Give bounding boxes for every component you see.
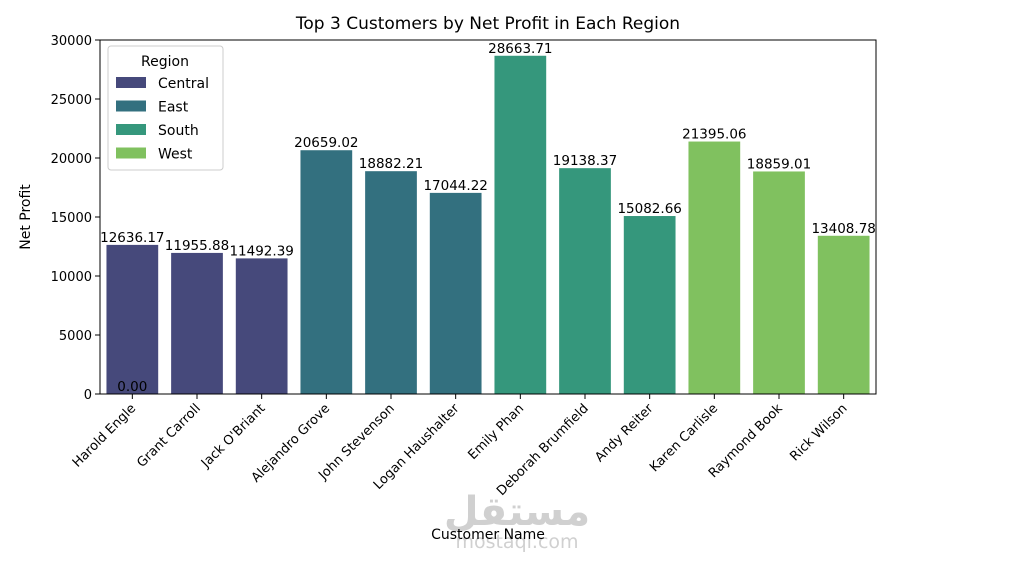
- annotations: 0.00: [117, 379, 147, 395]
- legend-swatch-west: [116, 147, 146, 159]
- legend-title: Region: [141, 54, 189, 70]
- bar-jack-o-briant: [235, 258, 288, 394]
- data-label-karen-carlisle: 21395.06: [682, 127, 746, 143]
- data-label-emily-phan: 28663.71: [488, 41, 552, 57]
- data-label-grant-carroll: 11955.88: [165, 238, 229, 254]
- y-tick-label-25000: 25000: [51, 93, 92, 108]
- data-label-jack-o-briant: 11492.39: [229, 243, 293, 259]
- chart-title: Top 3 Customers by Net Profit in Each Re…: [295, 14, 680, 34]
- y-tick-label-20000: 20000: [51, 152, 92, 167]
- bar-logan-haushalter: [429, 192, 482, 394]
- y-tick-label-30000: 30000: [51, 34, 92, 49]
- y-tick-label-15000: 15000: [51, 211, 92, 226]
- legend-label-east: East: [158, 100, 189, 116]
- bar-grant-carroll: [171, 252, 223, 394]
- watermark-arabic: مستقل: [444, 489, 590, 535]
- bar-deborah-brumfield: [559, 168, 611, 394]
- data-label-alejandro-grove: 20659.02: [294, 135, 358, 151]
- data-label-harold-engle: 12636.17: [100, 230, 164, 246]
- bar-alejandro-grove: [300, 150, 353, 394]
- data-label-logan-haushalter: 17044.22: [423, 178, 487, 194]
- bar-harold-engle: [106, 244, 159, 394]
- data-label-raymond-book: 18859.01: [747, 156, 811, 172]
- y-tick-label-10000: 10000: [51, 270, 92, 285]
- plot-frame: [99, 39, 877, 395]
- legend-swatch-east: [116, 100, 146, 112]
- y-axis-label: Net Profit: [18, 184, 34, 250]
- bars-group: [106, 55, 870, 395]
- data-label-deborah-brumfield: 19138.37: [553, 153, 617, 169]
- bar-raymond-book: [753, 171, 805, 394]
- bar-emily-phan: [494, 55, 547, 395]
- legend-label-central: Central: [158, 76, 209, 92]
- bar-rick-wilson: [817, 235, 870, 394]
- y-tick-label-5000: 5000: [59, 329, 92, 344]
- legend-swatch-south: [116, 124, 146, 135]
- legend-label-south: South: [158, 123, 199, 139]
- data-label-rick-wilson: 13408.78: [811, 221, 875, 237]
- data-label-john-stevenson: 18882.21: [359, 156, 423, 172]
- watermark-latin: mostaql.com: [455, 531, 578, 553]
- bar-john-stevenson: [365, 171, 417, 394]
- y-axis: 0 5000 10000 15000 20000 25000 30000: [51, 34, 100, 403]
- legend: Region Central East South West: [107, 45, 224, 171]
- legend-label-west: West: [158, 147, 193, 163]
- bar-karen-carlisle: [688, 141, 741, 394]
- y-tick-label-0: 0: [84, 388, 92, 403]
- bar-andy-reiter: [623, 216, 676, 394]
- data-label-andy-reiter: 15082.66: [617, 201, 681, 217]
- legend-swatch-central: [116, 77, 146, 88]
- x-axis-label: Customer Name: [431, 527, 545, 543]
- annotation-harold-engle: 0.00: [117, 379, 147, 395]
